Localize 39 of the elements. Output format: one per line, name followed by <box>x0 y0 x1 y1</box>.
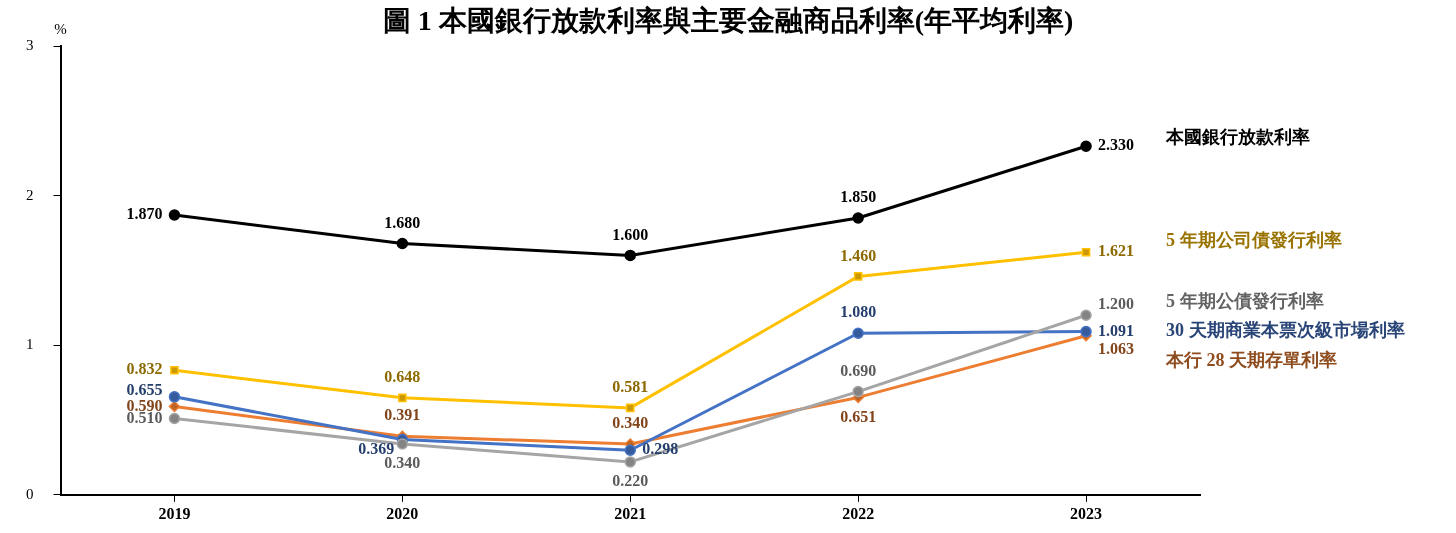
data-label: 1.063 <box>1098 339 1135 357</box>
data-label: 0.655 <box>126 380 163 398</box>
data-label: 1.460 <box>840 246 877 264</box>
data-label: 1.080 <box>840 303 877 321</box>
data-label: 1.091 <box>1098 321 1135 339</box>
data-label: 0.391 <box>384 406 421 424</box>
text: 30 天期商業本票次級市場利率 <box>1166 320 1405 341</box>
data-label: 1.850 <box>840 188 877 206</box>
y-axis-title: % <box>54 21 67 38</box>
data-label: 0.298 <box>642 440 679 458</box>
x-tick-label: 2020 <box>386 504 419 522</box>
data-label: 0.369 <box>358 439 395 457</box>
y-tick-label: 0 <box>26 485 34 502</box>
data-label: 0.340 <box>612 414 649 432</box>
data-label: 0.220 <box>612 472 649 490</box>
x-tick-label: 2021 <box>614 504 647 522</box>
data-label: 0.651 <box>840 407 877 425</box>
x-tick-label: 2023 <box>1070 504 1103 522</box>
y-tick-label: 2 <box>26 186 34 203</box>
y-tick-label: 3 <box>26 36 34 53</box>
text: 5 年期公司債發行利率 <box>1166 229 1342 250</box>
x-tick-label: 2019 <box>158 504 191 522</box>
data-label: 1.680 <box>384 213 421 231</box>
data-label: 2.330 <box>1098 136 1135 154</box>
data-label: 0.648 <box>384 368 421 385</box>
y-tick-label: 1 <box>26 336 34 353</box>
chart-title: 圖 1 本國銀行放款利率與主要金融商品利率(年平均利率) <box>382 5 1074 36</box>
data-label: 0.832 <box>126 360 163 378</box>
data-label: 0.690 <box>840 361 877 379</box>
data-label: 0.340 <box>384 454 421 472</box>
data-label: 1.621 <box>1098 242 1135 260</box>
x-tick-label: 2022 <box>842 504 875 522</box>
data-label: 1.870 <box>126 205 163 223</box>
text: 本國銀行放款利率 <box>1165 126 1311 147</box>
data-label: 1.600 <box>612 225 649 243</box>
data-label: 1.200 <box>1098 295 1135 313</box>
text: 本行 28 天期存單利率 <box>1165 350 1338 371</box>
data-label: 0.581 <box>612 378 649 396</box>
text: 5 年期公債發行利率 <box>1166 290 1324 311</box>
